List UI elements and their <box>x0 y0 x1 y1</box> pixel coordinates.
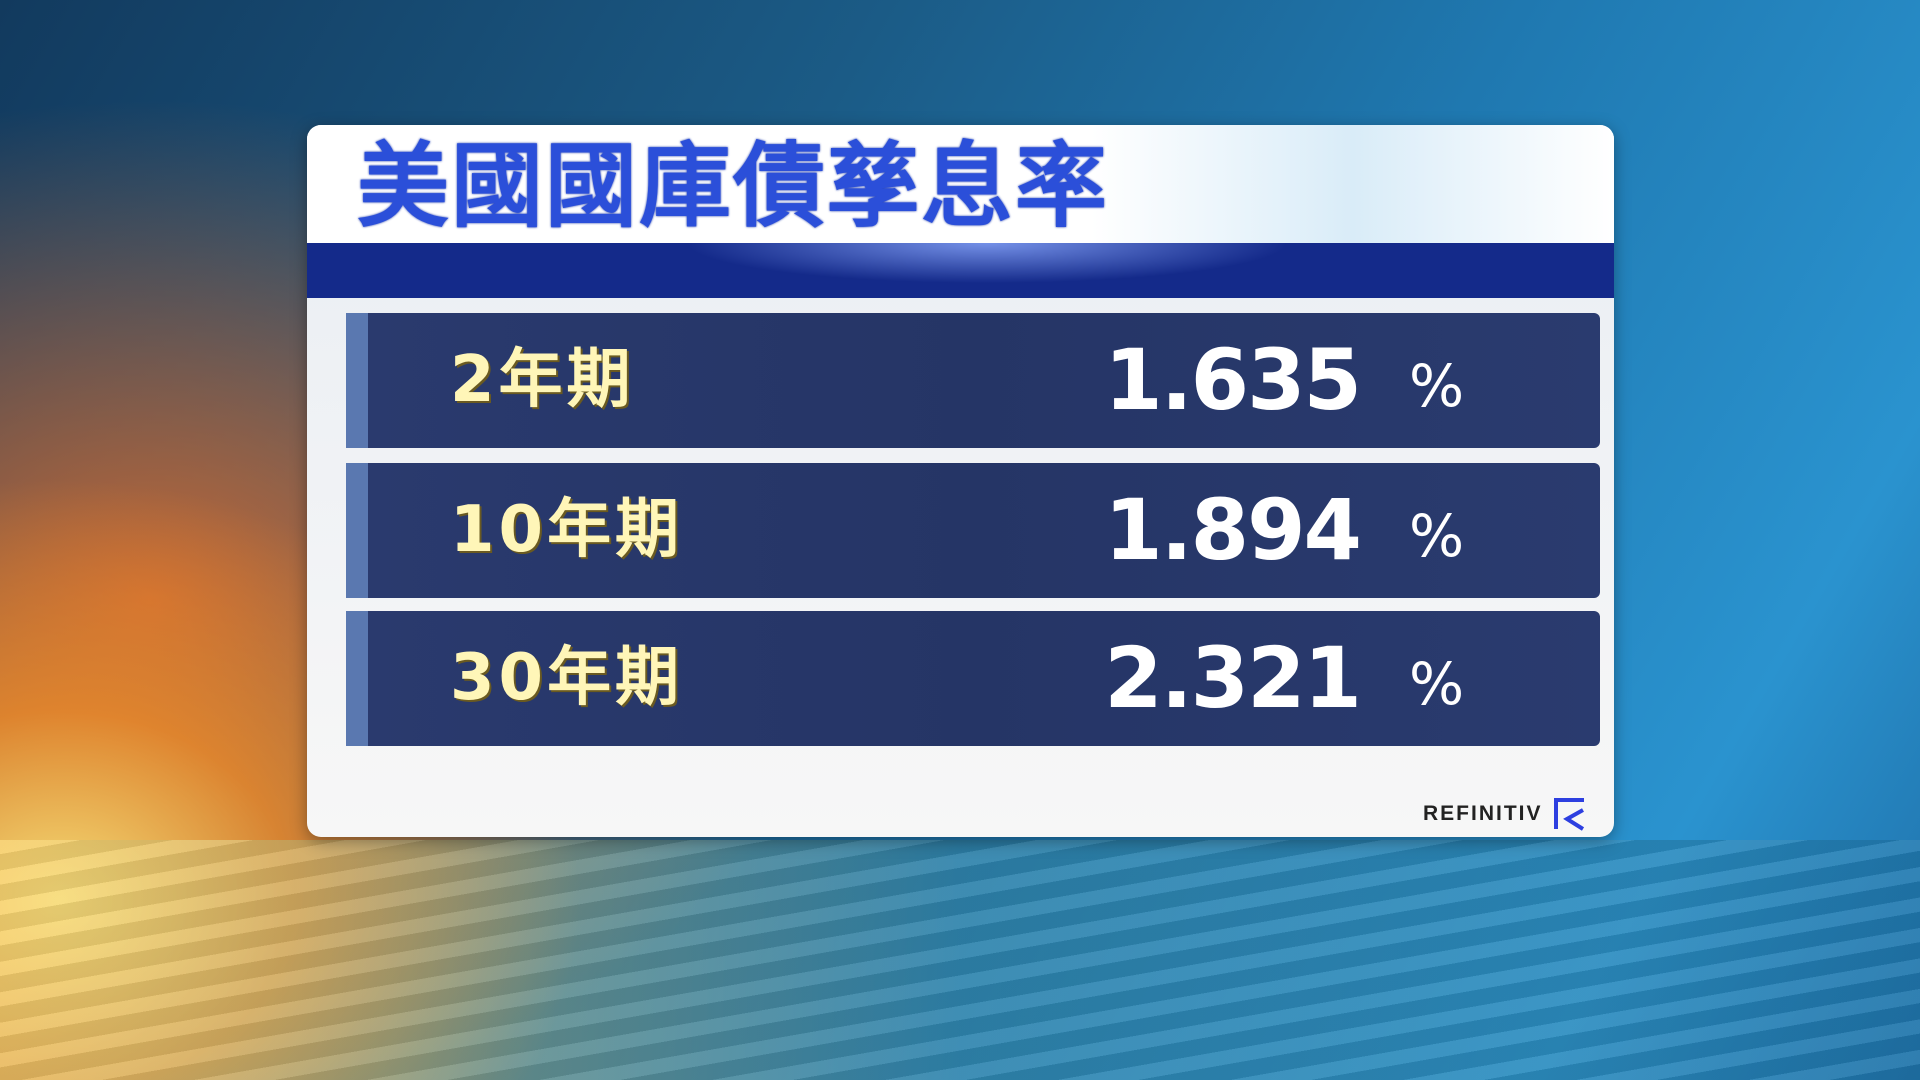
title-underline-band <box>307 243 1614 298</box>
refinitiv-logo: REFINITIV <box>1423 797 1587 831</box>
refinitiv-r-icon <box>1553 798 1584 831</box>
row-accent <box>346 611 368 746</box>
yield-row-30y: 30年期 2.321 % <box>346 611 1600 746</box>
background-floor <box>0 840 1920 1080</box>
title-band: 美國國庫債孳息率 <box>307 125 1614 243</box>
row-value: 1.894 <box>1104 481 1362 579</box>
row-accent <box>346 463 368 598</box>
yield-row-2y: 2年期 1.635 % <box>346 313 1600 448</box>
row-unit: % <box>1409 502 1465 570</box>
logo-text: REFINITIV <box>1423 802 1543 825</box>
row-label: 30年期 <box>450 641 684 715</box>
row-unit: % <box>1409 650 1465 718</box>
panel-title: 美國國庫債孳息率 <box>357 133 1110 240</box>
row-label: 2年期 <box>450 343 635 417</box>
row-value: 2.321 <box>1104 629 1362 727</box>
yield-row-10y: 10年期 1.894 % <box>346 463 1600 598</box>
row-unit: % <box>1409 352 1465 420</box>
row-accent <box>346 313 368 448</box>
yield-panel: 美國國庫債孳息率 2年期 1.635 % 10年期 1.894 % 30年期 2… <box>307 125 1614 837</box>
row-value: 1.635 <box>1104 331 1362 429</box>
row-label: 10年期 <box>450 493 684 567</box>
